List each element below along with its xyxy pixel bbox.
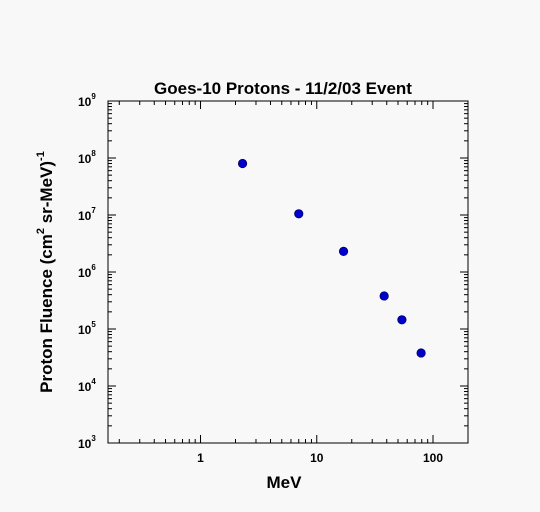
x-axis-label: MeV <box>267 473 303 492</box>
y-tick-label: 109 <box>78 92 96 109</box>
axis-ticks <box>108 100 469 444</box>
x-tick-labels: 1 10 100 <box>197 451 443 465</box>
y-tick-label: 107 <box>78 206 96 223</box>
x-tick-label: 100 <box>423 451 443 465</box>
data-point <box>338 246 349 256</box>
plot-frame <box>107 100 469 444</box>
y-tick-label: 108 <box>78 149 96 166</box>
y-tick-label: 103 <box>78 434 96 451</box>
data-point <box>294 209 304 219</box>
y-tick-labels: 103 104 105 106 107 108 109 <box>78 92 96 451</box>
data-point <box>379 291 389 301</box>
x-tick-label: 10 <box>310 451 324 465</box>
y-tick-label: 106 <box>78 263 96 280</box>
y-tick-label: 104 <box>78 377 96 394</box>
chart-title: Goes-10 Protons - 11/2/03 Event <box>154 79 412 98</box>
x-tick-label: 1 <box>197 451 204 465</box>
data-point <box>416 348 426 358</box>
data-point <box>237 158 248 169</box>
y-axis-label: Proton Fluence (cm2 sr-MeV)-1 <box>35 151 56 393</box>
data-points <box>237 158 426 358</box>
y-tick-label: 105 <box>78 320 96 337</box>
data-point <box>397 315 407 325</box>
